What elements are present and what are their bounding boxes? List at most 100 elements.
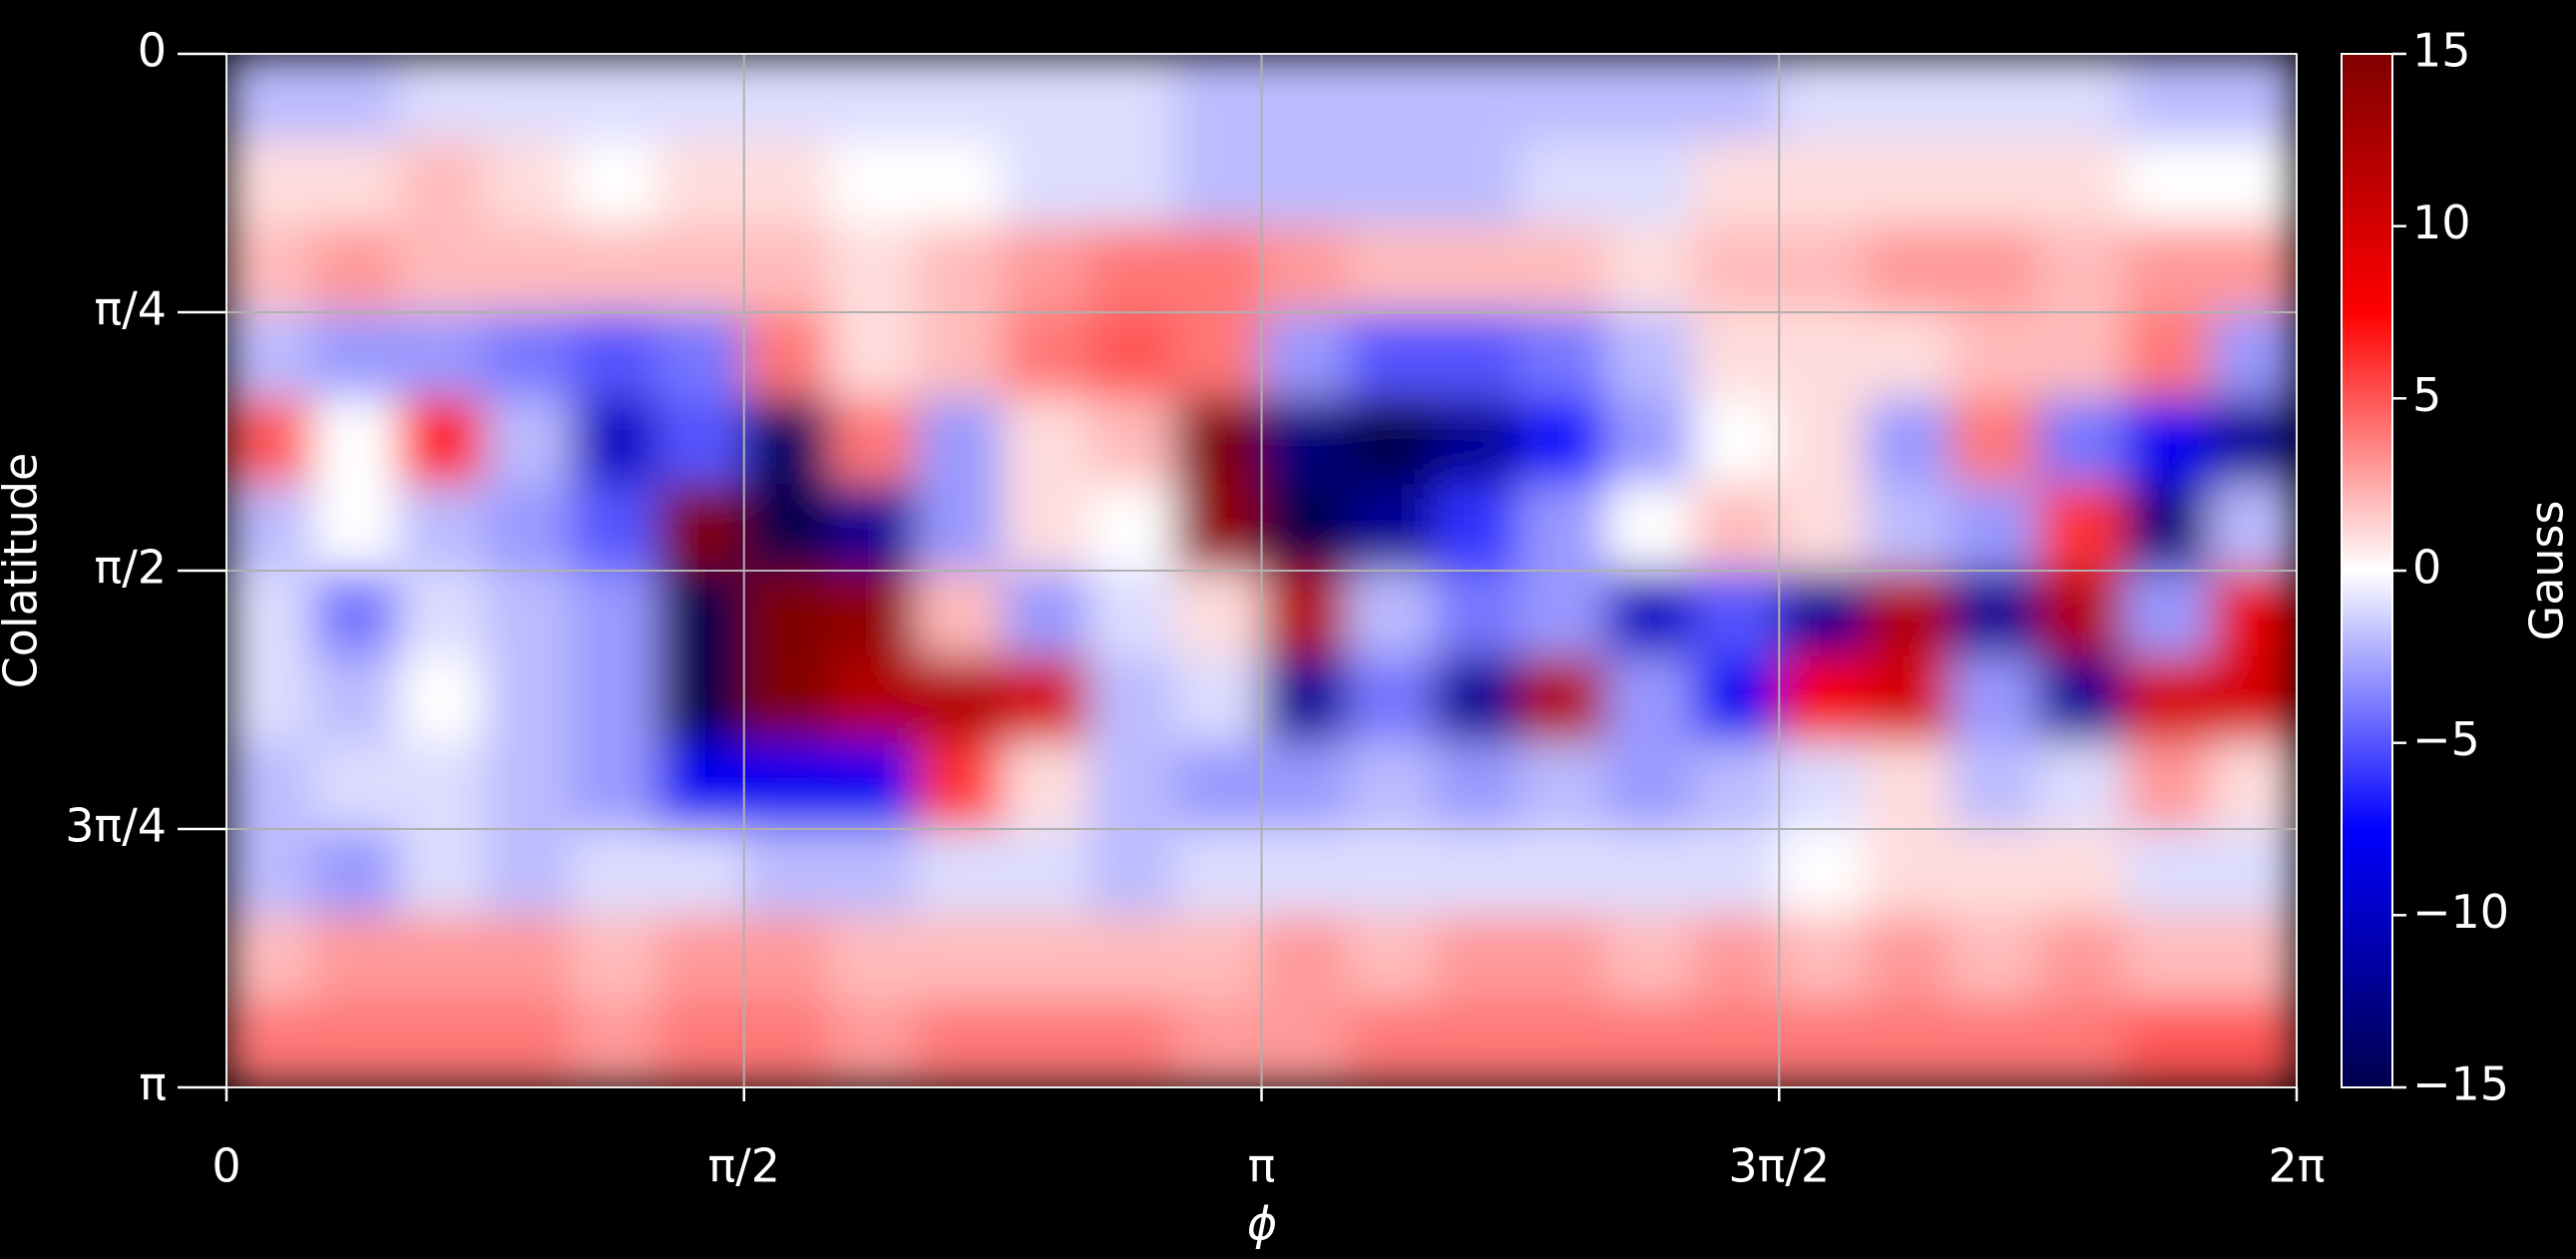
heatmap-cell — [2037, 828, 2125, 916]
heatmap-cell — [1950, 655, 2039, 744]
heatmap-cell — [311, 54, 400, 141]
heatmap-cell — [1261, 225, 1349, 313]
heatmap-cell — [743, 1001, 831, 1087]
heatmap-cell — [743, 311, 831, 399]
heatmap-cell — [1088, 54, 1176, 141]
heatmap-cell — [571, 914, 658, 1003]
heatmap-cell — [916, 225, 1004, 313]
heatmap-cell — [311, 139, 400, 227]
heatmap-cell — [571, 139, 658, 227]
heatmap-cell — [916, 311, 1004, 399]
heatmap-cell — [2037, 54, 2125, 141]
heatmap-cell — [1692, 570, 1780, 657]
heatmap-cell — [1865, 1001, 1952, 1087]
heatmap-cell — [2123, 655, 2212, 744]
colorbar-label: Gauss — [2520, 501, 2574, 641]
heatmap-cell — [743, 655, 831, 744]
heatmap-cell — [1174, 914, 1262, 1003]
y-tick-label: π/2 — [95, 541, 167, 595]
heatmap-cell — [2210, 139, 2297, 227]
heatmap-cell — [1433, 139, 1521, 227]
heatmap-cell — [1261, 655, 1349, 744]
heatmap-cell — [1692, 655, 1780, 744]
heatmap-cell — [484, 914, 573, 1003]
heatmap-cell — [226, 225, 313, 313]
heatmap-cell — [2123, 311, 2212, 399]
heatmap-cell — [656, 311, 745, 399]
heatmap-cell — [1088, 742, 1176, 830]
x-axis-label: ϕ — [1247, 1197, 1277, 1251]
heatmap-cell — [1778, 1001, 1867, 1087]
heatmap-cell — [1174, 484, 1262, 572]
heatmap-cell — [226, 828, 313, 916]
heatmap-cell — [1347, 828, 1435, 916]
heatmap-cell — [1347, 1001, 1435, 1087]
x-tick-label: π/2 — [708, 1139, 780, 1193]
heatmap-cell — [2037, 484, 2125, 572]
heatmap-cell — [743, 139, 831, 227]
y-tick-label: π/4 — [95, 282, 167, 336]
heatmap-cell — [916, 914, 1004, 1003]
heatmap-cell — [226, 397, 313, 486]
heatmap-cell — [2210, 570, 2297, 657]
heatmap-cell — [656, 484, 745, 572]
heatmap-cell — [1519, 397, 1607, 486]
heatmap-cell — [2037, 655, 2125, 744]
heatmap-cell — [398, 225, 486, 313]
axes: 0 π/2 π 3π/2 2π 0 π/4 π/2 3π/4 π −15 −10 −5 0 5 10 15 — [65, 24, 2509, 1193]
colorbar-tick-label: −5 — [2412, 712, 2480, 766]
heatmap-cell — [398, 484, 486, 572]
heatmap-cell — [226, 914, 313, 1003]
heatmap-cell — [1778, 54, 1867, 141]
heatmap-cell — [1088, 655, 1176, 744]
heatmap-cell — [484, 225, 573, 313]
heatmap-cell — [1950, 397, 2039, 486]
heatmap-cell — [484, 742, 573, 830]
heatmap-cell — [1950, 311, 2039, 399]
heatmap-cell — [226, 484, 313, 572]
heatmap-cell — [829, 311, 918, 399]
heatmap-cell — [1261, 828, 1349, 916]
heatmap-cell — [2037, 742, 2125, 830]
heatmap-cell — [2123, 54, 2212, 141]
heatmap-cell — [2037, 139, 2125, 227]
heatmap-cell — [226, 570, 313, 657]
heatmap-cell — [1865, 914, 1952, 1003]
heatmap-cell — [1519, 311, 1607, 399]
heatmap-cell — [2123, 570, 2212, 657]
heatmap-cell — [1261, 1001, 1349, 1087]
heatmap-cell — [656, 742, 745, 830]
heatmap-cell — [1174, 397, 1262, 486]
heatmap-cell — [829, 225, 918, 313]
heatmap-cell — [2037, 570, 2125, 657]
heatmap-cell — [1778, 828, 1867, 916]
heatmap-cell — [1433, 1001, 1521, 1087]
heatmap-cell — [1692, 225, 1780, 313]
heatmap-cell — [398, 655, 486, 744]
heatmap-cell — [829, 139, 918, 227]
heatmap-cell — [311, 1001, 400, 1087]
heatmap-cell — [1433, 54, 1521, 141]
heatmap-cell — [2037, 225, 2125, 313]
heatmap-cell — [1778, 655, 1867, 744]
heatmap-cell — [1174, 311, 1262, 399]
heatmap-cell — [1433, 914, 1521, 1003]
heatmap-cell — [484, 1001, 573, 1087]
heatmap-cell — [1865, 311, 1952, 399]
heatmap-cell — [571, 655, 658, 744]
y-tick-label: π — [139, 1057, 167, 1111]
heatmap-cell — [484, 655, 573, 744]
heatmap-cell — [1692, 914, 1780, 1003]
heatmap-cell — [1002, 139, 1090, 227]
heatmap-cells — [226, 54, 2297, 1087]
heatmap-cell — [1261, 914, 1349, 1003]
heatmap-cell — [311, 311, 400, 399]
heatmap-cell — [484, 139, 573, 227]
heatmap-cell — [1433, 742, 1521, 830]
heatmap-cell — [829, 570, 918, 657]
heatmap-cell — [1950, 742, 2039, 830]
heatmap-cell — [1692, 828, 1780, 916]
heatmap-cell — [226, 1001, 313, 1087]
heatmap-cell — [743, 225, 831, 313]
heatmap-cell — [1519, 570, 1607, 657]
